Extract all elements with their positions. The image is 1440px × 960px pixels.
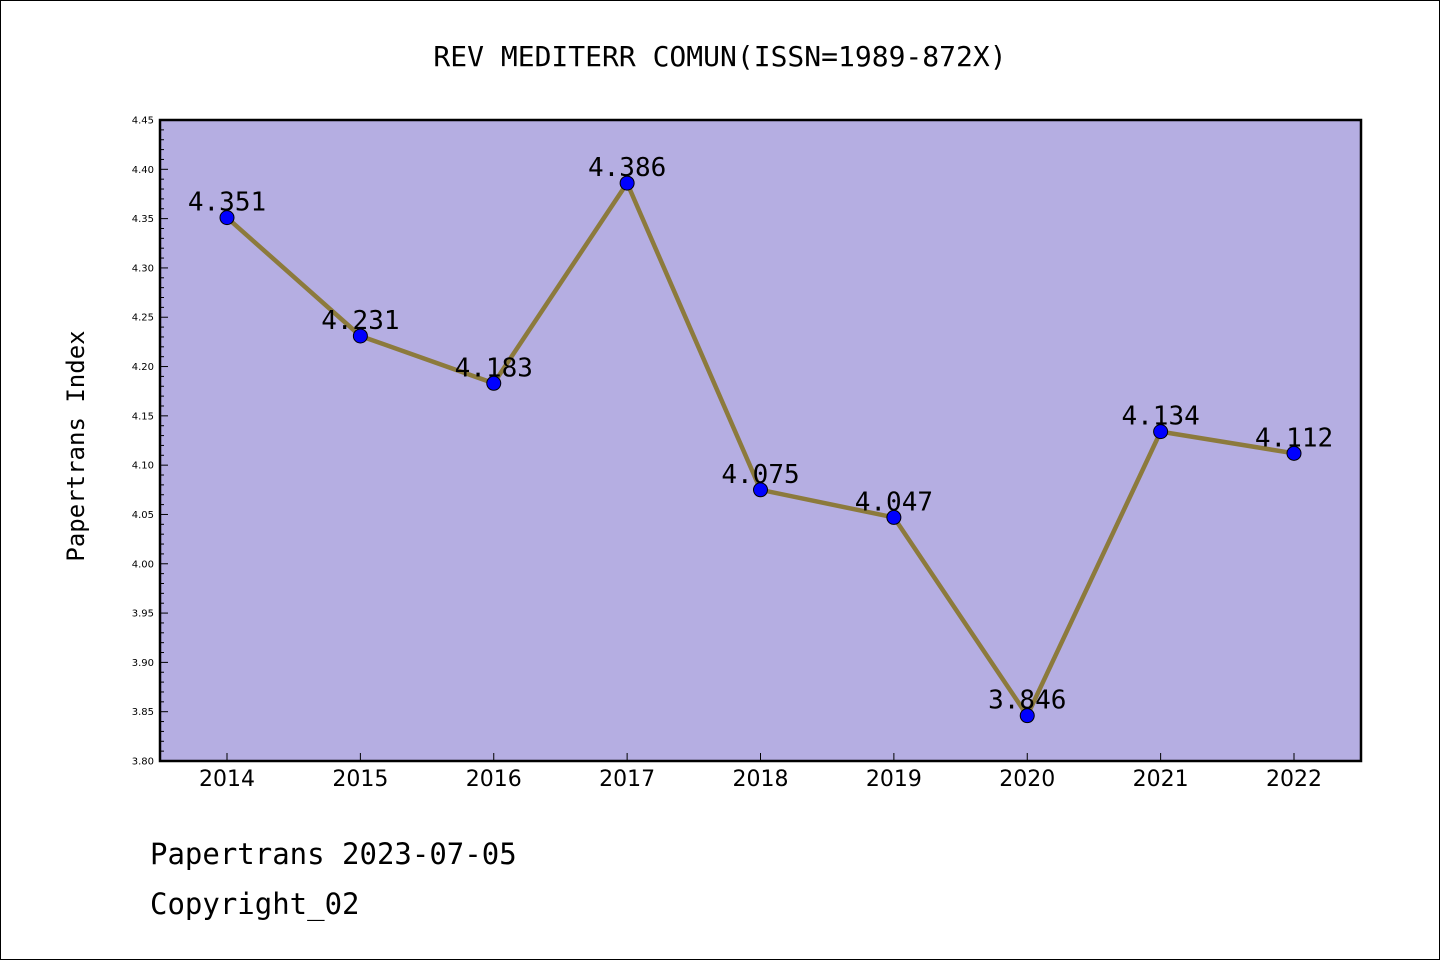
y-tick-label: 4.10 — [132, 461, 154, 472]
y-tick-label: 4.45 — [132, 116, 154, 127]
y-tick-label: 4.35 — [132, 214, 154, 225]
x-tick-label: 2017 — [599, 767, 655, 792]
y-tick-label: 3.90 — [132, 658, 154, 669]
data-point — [486, 375, 502, 391]
x-tick-label: 2016 — [466, 767, 522, 792]
data-point — [219, 210, 235, 226]
x-tick-label: 2021 — [1133, 767, 1189, 792]
data-label: 3.846 — [988, 686, 1066, 716]
data-label: 4.351 — [188, 188, 266, 218]
chart-title: REV MEDITERR COMUN(ISSN=1989-872X) — [433, 40, 1006, 73]
data-label: 4.047 — [855, 487, 933, 517]
data-labels: 4.351 4.231 4.183 4.386 4.075 4.047 3.846 4.134… — [188, 153, 1333, 716]
x-tick-label: 2018 — [733, 767, 789, 792]
data-label: 4.183 — [455, 353, 533, 383]
x-tick-label: 2022 — [1266, 767, 1322, 792]
y-tick-label: 3.85 — [132, 707, 154, 718]
data-point — [1153, 424, 1169, 440]
data-point — [1286, 445, 1302, 461]
footer-date: Papertrans 2023-07-05 — [150, 837, 517, 871]
footer-copyright: Copyright_02 — [150, 887, 360, 922]
data-label: 4.386 — [588, 153, 666, 183]
data-point — [753, 482, 768, 498]
x-tick-label: 2019 — [866, 767, 922, 792]
x-tick-label: 2014 — [199, 767, 255, 792]
y-tick-label: 4.05 — [132, 510, 154, 521]
data-point — [619, 175, 635, 191]
data-label: 4.134 — [1121, 402, 1199, 432]
series-group — [219, 175, 1302, 724]
y-tick-label: 3.80 — [132, 757, 154, 768]
y-tick-label: 4.00 — [132, 559, 154, 570]
y-axis-ticks: 3.80 3.85 3.90 3.95 4.00 4.05 4.10 4.15 4.20 4.25… — [132, 116, 168, 768]
y-tick-label: 3.95 — [132, 609, 154, 620]
x-tick-label: 2015 — [332, 767, 388, 792]
data-label: 4.231 — [321, 306, 399, 336]
x-axis-ticks: 2014 2015 2016 2017 2018 2019 2020 2021 2022 — [199, 753, 1322, 792]
y-tick-label: 4.40 — [132, 165, 154, 176]
data-label: 4.075 — [721, 460, 799, 490]
data-point — [886, 509, 902, 525]
y-tick-label: 4.15 — [132, 411, 154, 422]
y-tick-label: 4.20 — [132, 362, 154, 373]
data-point — [352, 328, 368, 344]
x-tick-label: 2020 — [999, 767, 1055, 792]
plot-area — [158, 118, 1363, 763]
data-point — [1019, 708, 1035, 724]
y-axis-label: Papertrans Index — [62, 330, 90, 561]
y-tick-label: 4.30 — [132, 263, 154, 274]
data-label: 4.112 — [1255, 423, 1333, 453]
y-tick-label: 4.25 — [132, 313, 154, 324]
